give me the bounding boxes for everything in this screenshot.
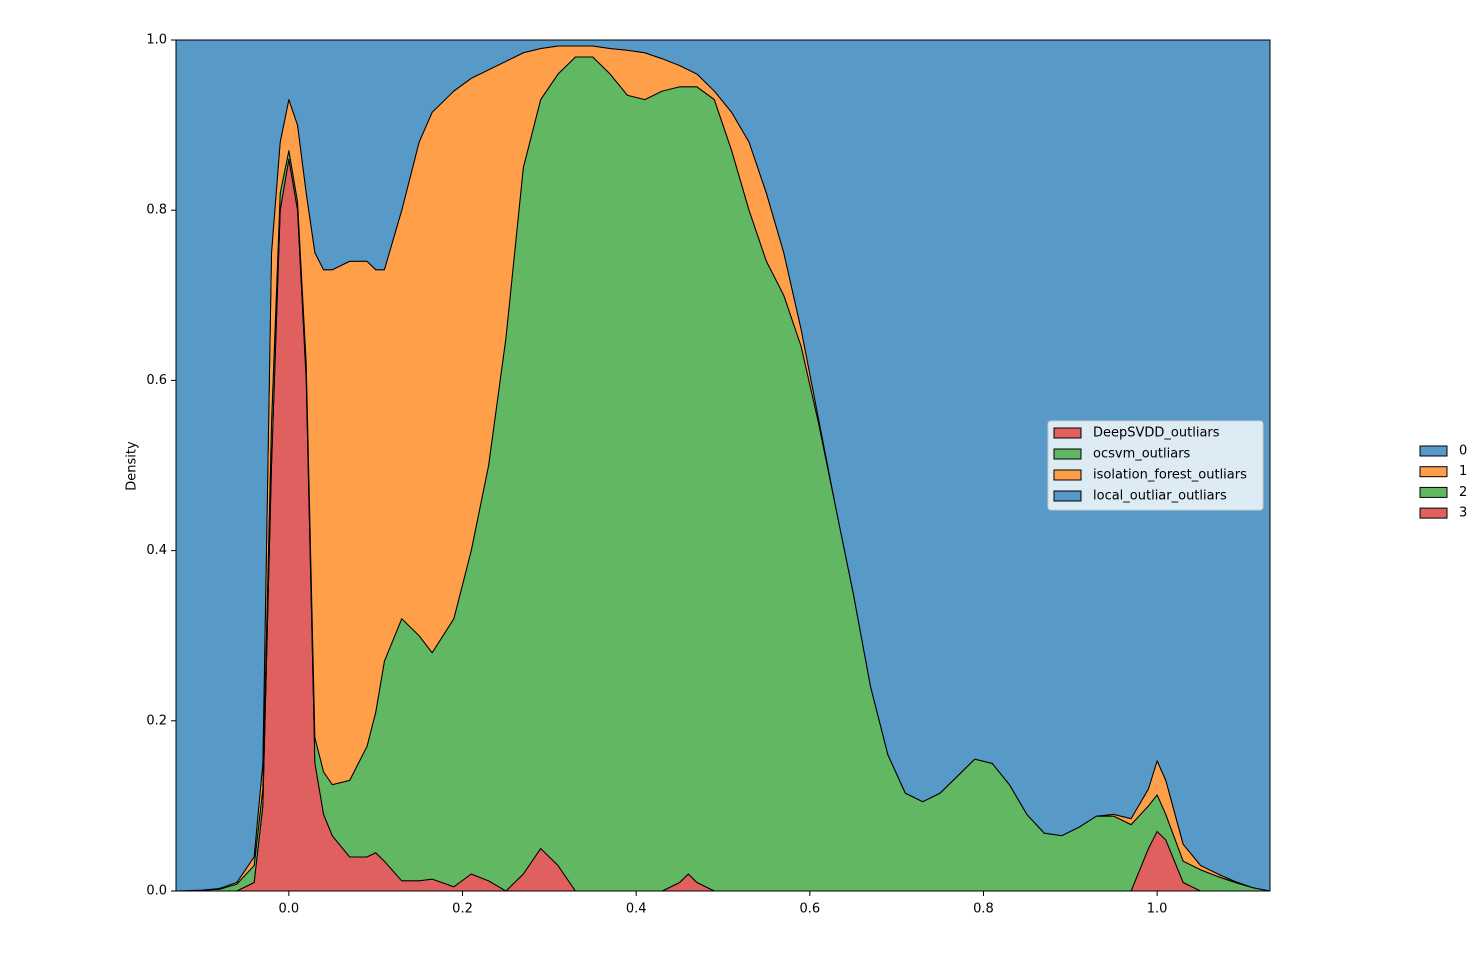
legend-swatch: [1419, 486, 1448, 498]
legend-swatch: [1053, 448, 1082, 460]
legend-swatch: [1419, 445, 1448, 457]
legend-label: 2: [1459, 485, 1467, 500]
legend-swatch: [1053, 490, 1082, 502]
x-tick-label: 0.0: [279, 902, 300, 917]
x-tick-label: 0.6: [799, 902, 820, 917]
y-tick-label: 0.4: [146, 543, 167, 558]
y-tick-label: 0.6: [146, 373, 167, 388]
legend-swatch: [1419, 507, 1448, 519]
y-tick-label: 0.0: [146, 884, 167, 899]
legend-swatch: [1053, 469, 1082, 481]
plot-frame: [175, 39, 1271, 892]
legend-label: isolation_forest_outliars: [1093, 468, 1247, 483]
y-tick-label: 1.0: [146, 33, 167, 48]
legend-label: 1: [1459, 464, 1467, 479]
legend-box: [1047, 420, 1264, 511]
legend-label: DeepSVDD_outliars: [1093, 426, 1220, 441]
legend-swatch: [1053, 427, 1082, 439]
legend-label: local_outliar_outliars: [1093, 489, 1227, 504]
x-tick-label: 0.4: [626, 902, 647, 917]
y-tick-label: 0.2: [146, 713, 167, 728]
y-axis-label: Density: [125, 441, 140, 491]
y-tick-label: 0.8: [146, 203, 167, 218]
legend-label: 3: [1459, 506, 1467, 521]
legend-label: ocsvm_outliars: [1093, 447, 1191, 462]
legend-swatch: [1419, 466, 1448, 478]
x-tick-label: 0.8: [973, 902, 994, 917]
x-tick-label: 0.2: [452, 902, 473, 917]
x-tick-label: 1.0: [1147, 902, 1168, 917]
legend-label: 0: [1459, 444, 1467, 459]
